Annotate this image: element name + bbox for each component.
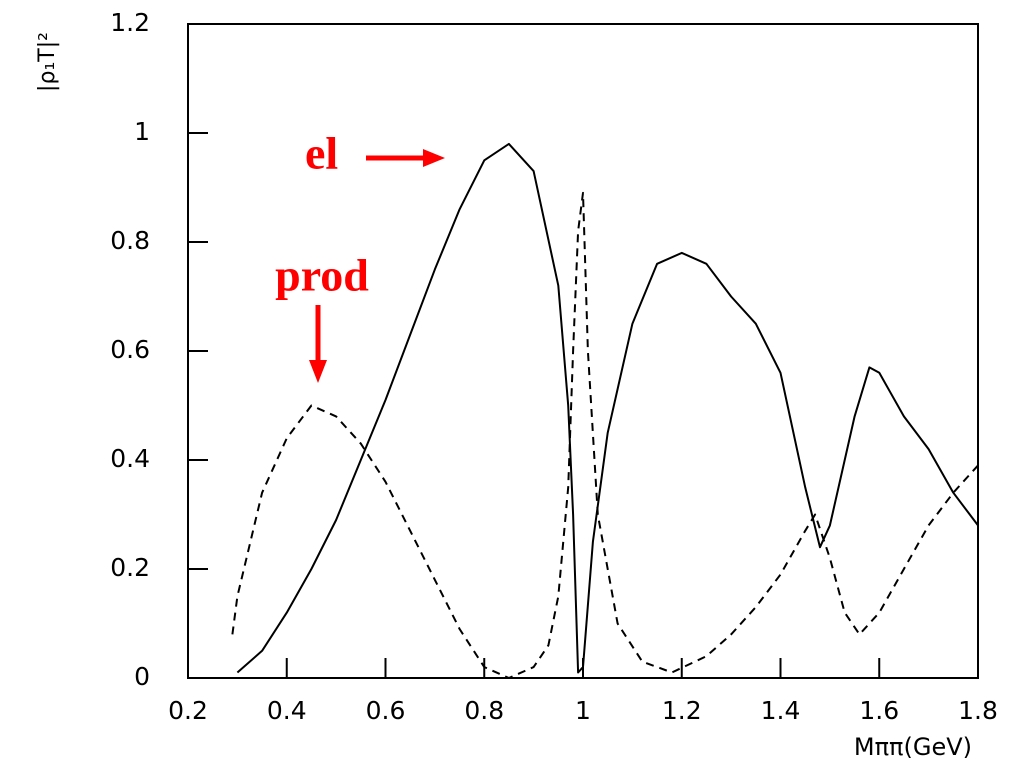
y-tick-label: 1 bbox=[134, 117, 150, 146]
x-axis-label: Mππ(GeV) bbox=[854, 733, 972, 761]
x-tick-label: 1 bbox=[575, 696, 591, 725]
x-tick-label: 1.2 bbox=[662, 696, 702, 725]
x-tick-label: 1.4 bbox=[761, 696, 801, 725]
x-tick-label: 0.2 bbox=[168, 696, 208, 725]
y-axis-label: |ρ₁T|² bbox=[35, 32, 60, 92]
plot-frame bbox=[187, 23, 979, 679]
x-tick-label: 0.4 bbox=[267, 696, 307, 725]
line-series bbox=[236, 142, 979, 674]
arrow-head bbox=[423, 149, 445, 167]
y-tick-label: 0.8 bbox=[110, 226, 150, 255]
x-tick-label: 0.8 bbox=[464, 696, 504, 725]
y-tick-label: 0.2 bbox=[110, 553, 150, 582]
y-tick-label: 0.4 bbox=[110, 444, 150, 473]
arrow-head bbox=[309, 360, 327, 383]
x-tick-label: 1.6 bbox=[859, 696, 899, 725]
y-tick-label: 1.2 bbox=[110, 8, 150, 37]
line-series bbox=[231, 191, 979, 679]
annotation: el bbox=[305, 128, 338, 179]
x-tick-label: 0.6 bbox=[366, 696, 406, 725]
x-tick-label: 1.8 bbox=[958, 696, 998, 725]
y-tick-label: 0 bbox=[134, 662, 150, 691]
annotation: prod bbox=[275, 250, 369, 301]
y-tick-label: 0.6 bbox=[110, 335, 150, 364]
